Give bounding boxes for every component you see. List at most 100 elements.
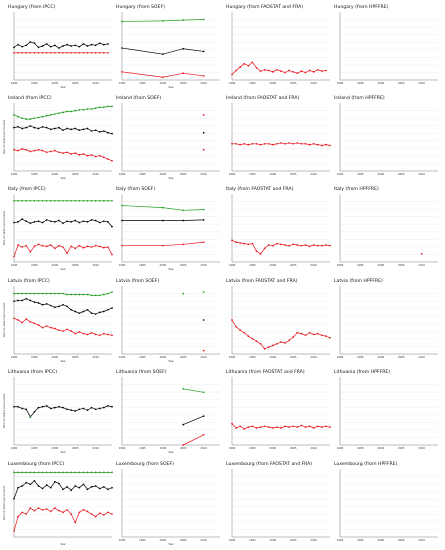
data-point-red [231,142,233,145]
data-point-red [288,69,291,72]
data-point-black [107,405,109,407]
x-tick-label: 1990 [229,263,236,267]
data-point-red [111,334,113,337]
data-point-red [37,507,40,509]
data-point-green [70,471,73,474]
data-point-black [66,127,68,130]
chart-panel: Lithuania (from IPCC) Tons of carbon per … [2,369,113,454]
data-point-red [70,245,73,248]
data-point-black [82,310,85,313]
data-point-black [94,219,97,222]
data-point-green [49,471,52,474]
series-line-red [121,71,204,78]
data-point-black [90,486,93,488]
data-point-black [78,221,81,224]
data-point-red [121,244,123,247]
data-point-green [62,199,64,202]
data-point-red [284,342,286,344]
data-point-black [74,44,77,47]
data-point-black [29,41,32,43]
data-point-red [58,244,60,247]
data-point-red [82,246,85,249]
panel-title: Latvia (from SOEF) [116,278,159,284]
data-point-red [329,244,331,247]
data-point-black [62,45,64,47]
data-point-green [202,291,205,293]
data-point-green [41,292,44,295]
x-tick-label: 1995 [357,538,364,542]
data-point-red [231,239,233,242]
data-point-red [29,320,32,323]
data-point-green [37,292,40,295]
data-point-red [304,334,307,337]
data-point-red [247,243,250,246]
data-point-black [21,407,24,410]
data-point-red [82,508,85,511]
data-point-black [25,126,28,129]
x-tick-label: 2005 [290,172,297,176]
panel-title: Ireland (from HPFFRE) [334,95,385,101]
x-tick-label: 1990 [119,263,126,267]
data-point-red [288,339,291,342]
data-point-red [320,144,323,147]
panel-title: Hungary (from IPCC) [8,4,56,10]
data-point-red [13,317,15,320]
data-point-black [66,408,68,411]
x-tick-label: 1995 [31,81,38,85]
data-point-red [296,426,299,428]
x-tick-label: 2010 [418,263,425,267]
data-point-red [312,333,315,336]
data-point-red [235,427,237,429]
data-point-black [37,302,40,304]
data-point-red [17,244,19,246]
data-point-red [296,331,299,334]
data-point-green [74,293,77,296]
data-point-green [53,471,56,474]
y-axis-label: Tons of carbon per hectare [2,119,6,154]
data-point-green [78,293,81,296]
data-point-black [53,44,56,47]
data-point-green [98,106,101,109]
data-point-red [284,142,286,145]
data-point-red [235,69,237,72]
x-tick-label: 2000 [52,355,59,359]
data-point-black [49,304,52,307]
data-point-red [25,148,28,151]
data-point-black [98,311,101,314]
data-point-red [267,346,270,349]
data-point-green [29,199,32,202]
data-point-red [41,244,44,247]
data-point-green [37,471,40,474]
data-point-black [66,43,68,46]
data-point-black [94,129,97,132]
data-point-red [325,425,327,428]
data-point-black [86,127,89,130]
data-point-black [107,221,109,223]
data-point-red [251,337,254,340]
data-point-red [98,51,101,54]
data-point-red [182,444,185,446]
data-point-red [288,426,291,428]
data-point-black [41,487,44,490]
x-tick-label: 2000 [52,172,59,176]
data-point-red [239,425,242,428]
data-point-red [45,325,48,327]
y-axis-label: Tons of carbon per hectare [2,485,6,520]
data-point-green [70,110,73,113]
data-point-red [94,244,97,247]
data-point-red [267,426,270,428]
data-point-black [90,43,93,46]
data-point-red [82,153,85,155]
data-point-black [13,126,15,129]
data-point-green [82,471,85,474]
data-point-red [107,51,109,54]
data-point-green [94,294,97,297]
series-line-black [122,219,204,221]
chart-panel: Latvia (from FAOSTAT and FRA) 1990 1995 200… [226,278,331,359]
data-point-red [320,70,323,73]
data-point-green [98,471,101,474]
data-point-black [62,129,64,132]
panel-title: Lithuania (from FAOSTAT and FRA) [226,369,305,375]
x-tick-label: 2005 [290,446,297,450]
data-point-red [53,247,56,250]
